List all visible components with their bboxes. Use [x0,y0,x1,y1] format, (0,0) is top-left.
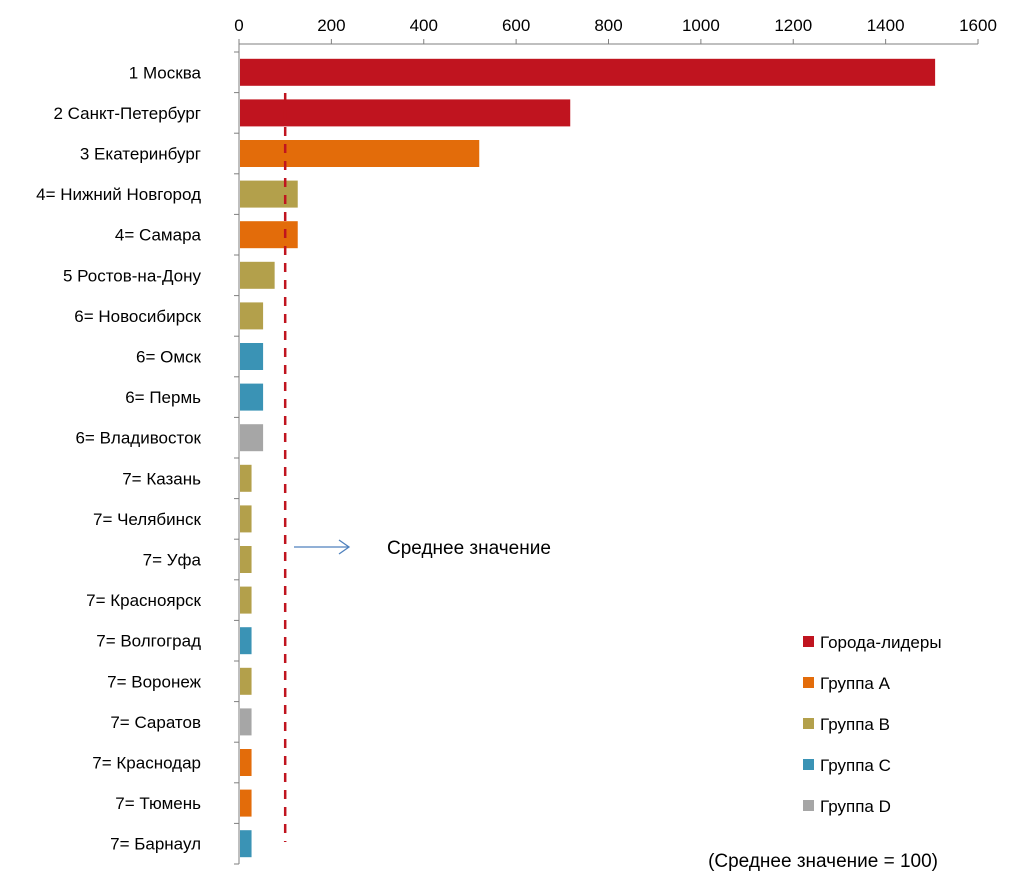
average-label: Среднее значение [387,538,551,559]
category-label: 7= Воронеж [107,672,201,691]
x-tick-label: 1600 [959,16,997,35]
legend-swatch [803,718,814,729]
bar [240,789,252,817]
legend-label: Группа A [820,674,891,693]
legend-label: Группа C [820,756,891,775]
average-annotation: Среднее значение [294,538,551,559]
bar [240,343,264,370]
bar [240,424,264,452]
bar [240,708,252,736]
legend-swatch [803,759,814,770]
category-label: 2 Санкт-Петербург [53,104,201,123]
bar [240,627,252,655]
bar [240,546,252,573]
category-label: 7= Саратов [110,713,201,732]
bar [240,383,264,411]
legend: Города-лидеры Группа A Группа B Группа C Гру… [803,633,942,816]
category-label: 7= Волгоград [96,632,201,651]
category-label: 7= Красноярск [86,591,201,610]
bar [240,302,264,330]
category-label: 7= Казань [122,469,201,488]
bar [240,58,936,86]
bar [240,99,571,127]
average-note: (Среднее значение = 100) [708,851,938,872]
bar [240,140,480,167]
category-label: 1 Москва [129,63,202,82]
bar [240,667,252,695]
legend-label: Города-лидеры [820,633,942,652]
x-tick-label: 0 [234,16,243,35]
x-tick-label: 1200 [774,16,812,35]
category-label: 6= Новосибирск [74,307,201,326]
category-label: 6= Пермь [125,388,201,407]
y-axis: 1 Москва 2 Санкт-Петербург 3 Екатеринбург 4… [36,44,240,865]
bar [240,749,252,776]
bar [240,180,298,208]
category-label: 7= Челябинск [93,510,202,529]
bar [240,261,275,289]
category-label: 5 Ростов-на-Дону [63,266,202,285]
category-label: 7= Барнаул [110,835,201,854]
bar [240,464,252,492]
x-tick-label: 400 [410,16,438,35]
legend-swatch [803,800,814,811]
legend-swatch [803,677,814,688]
category-label: 6= Омск [136,348,202,367]
x-tick-label: 200 [317,16,345,35]
legend-label: Группа D [820,797,891,816]
category-label: 6= Владивосток [75,429,201,448]
category-label: 7= Тюмень [115,794,201,813]
category-label: 4= Самара [115,226,202,245]
legend-swatch [803,636,814,647]
x-tick-label: 1000 [682,16,720,35]
x-tick-label: 800 [594,16,622,35]
arrow-head [338,539,351,555]
category-label: 3 Екатеринбург [80,145,201,164]
bar [240,586,252,614]
bars [240,58,936,858]
bar [240,830,252,858]
category-label: 4= Нижний Новгород [36,185,201,204]
x-tick-label: 1400 [867,16,905,35]
x-tick-label: 600 [502,16,530,35]
bar [240,221,298,249]
category-label: 7= Краснодар [92,754,201,773]
bar [240,505,252,533]
x-axis: 0 200 400 600 800 1000 1200 1400 1600 [234,16,997,45]
legend-label: Группа B [820,715,890,734]
category-label: 7= Уфа [143,551,202,570]
